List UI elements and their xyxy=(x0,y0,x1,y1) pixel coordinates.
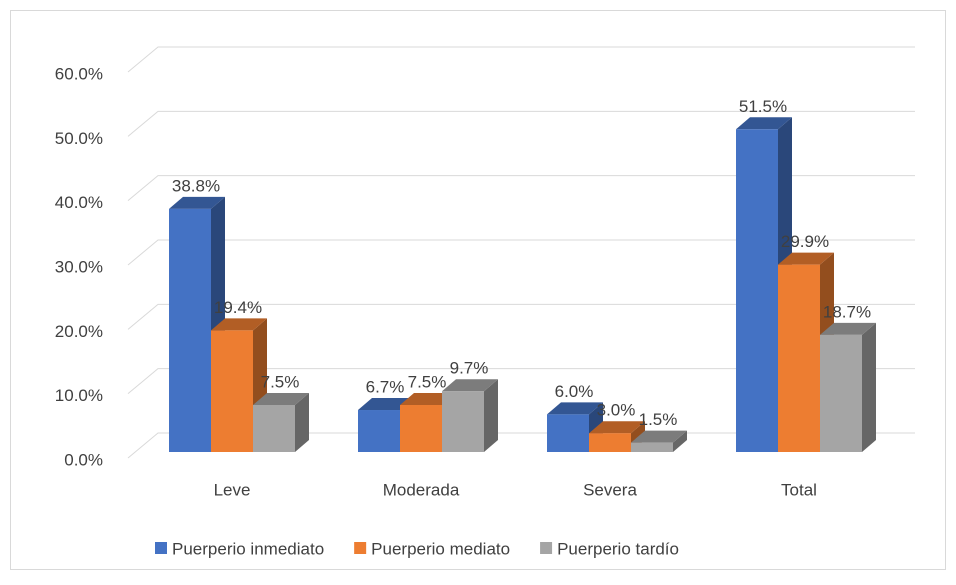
bar-3d xyxy=(631,430,687,452)
bar-3d xyxy=(547,402,603,452)
y-tick-label: 60.0% xyxy=(55,64,103,83)
grid-line xyxy=(127,368,915,395)
bar-side xyxy=(862,322,876,452)
legend-label: Puerperio mediato xyxy=(371,539,510,558)
legend-label: Puerperio inmediato xyxy=(172,539,324,558)
legend-swatch xyxy=(540,542,553,554)
bar xyxy=(547,414,589,452)
data-label: 3.0% xyxy=(597,401,636,420)
y-tick-label: 10.0% xyxy=(55,386,103,405)
x-tick-label: Total xyxy=(781,480,817,499)
y-tick-label: 40.0% xyxy=(55,193,103,212)
y-tick-label: 30.0% xyxy=(55,257,103,276)
x-tick-label: Severa xyxy=(583,480,637,499)
data-label: 19.4% xyxy=(214,298,262,317)
bar-3d xyxy=(442,379,498,452)
bar xyxy=(358,410,400,452)
bar-top xyxy=(589,421,645,434)
x-tick-label: Moderada xyxy=(383,480,460,499)
bar xyxy=(400,405,442,452)
bar xyxy=(169,208,211,452)
bar xyxy=(778,264,820,452)
legend-swatch xyxy=(354,542,367,554)
bar-top xyxy=(736,117,792,130)
bar-top xyxy=(442,379,498,392)
data-label: 6.7% xyxy=(366,377,405,396)
bar-side xyxy=(673,430,687,452)
bar-3d xyxy=(820,322,876,452)
grid-line xyxy=(127,175,915,202)
data-label: 51.5% xyxy=(739,97,787,116)
y-tick-label: 0.0% xyxy=(64,450,103,469)
legend-swatch xyxy=(155,542,167,554)
bar-top xyxy=(253,393,309,405)
bar xyxy=(631,442,673,452)
data-label: 7.5% xyxy=(261,372,300,391)
bar-3d xyxy=(211,318,267,452)
bar xyxy=(589,433,631,452)
bar-top xyxy=(631,430,687,443)
bar xyxy=(253,405,295,452)
data-label: 1.5% xyxy=(639,410,678,429)
data-label: 7.5% xyxy=(408,372,447,391)
grid-line xyxy=(127,303,915,330)
bar-top xyxy=(169,196,225,209)
x-tick-label: Leve xyxy=(214,480,251,499)
grid-line xyxy=(127,110,915,137)
y-tick-label: 50.0% xyxy=(55,129,103,148)
data-label: 18.7% xyxy=(823,302,871,321)
bar xyxy=(211,330,253,452)
grid-line xyxy=(127,239,915,266)
bar-top xyxy=(778,252,834,265)
data-label: 29.9% xyxy=(781,232,829,251)
bar-top xyxy=(820,322,876,335)
bar xyxy=(820,334,862,452)
legend-label: Puerperio tardío xyxy=(557,539,679,558)
data-label: 38.8% xyxy=(172,176,220,195)
bar xyxy=(736,129,778,452)
data-label: 9.7% xyxy=(450,359,489,378)
bar-side xyxy=(484,379,498,452)
bar-side xyxy=(295,393,309,452)
data-label: 6.0% xyxy=(555,382,594,401)
bar-top xyxy=(547,402,603,415)
grid-line xyxy=(127,46,915,73)
bar xyxy=(442,391,484,452)
bar-3d xyxy=(253,393,309,452)
bar-top xyxy=(211,318,267,331)
y-tick-label: 20.0% xyxy=(55,322,103,341)
